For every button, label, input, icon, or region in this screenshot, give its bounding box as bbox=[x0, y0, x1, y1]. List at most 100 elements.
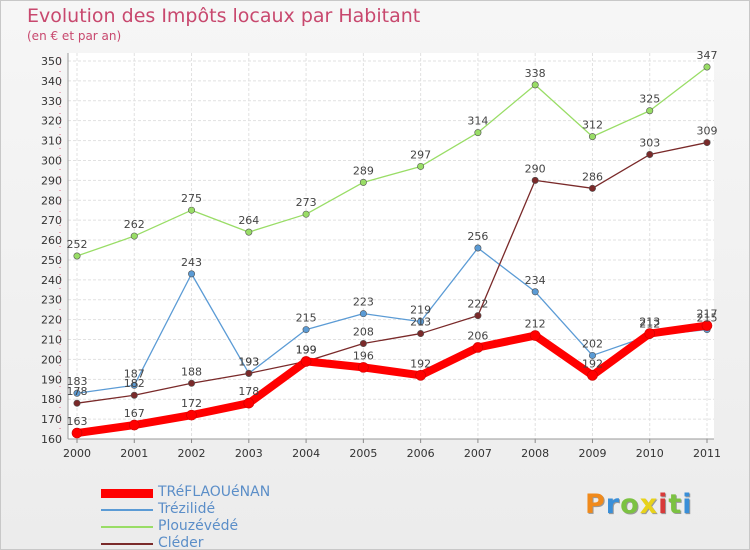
data-label: 217 bbox=[697, 308, 718, 321]
data-point bbox=[245, 228, 253, 236]
logo-letter: t bbox=[668, 489, 683, 520]
data-label: 192 bbox=[582, 357, 603, 370]
data-label: 178 bbox=[238, 385, 259, 398]
y-tick-label: 330 bbox=[41, 95, 62, 108]
data-point bbox=[703, 63, 711, 71]
data-point bbox=[73, 252, 81, 260]
data-point bbox=[417, 318, 425, 326]
y-tick-label: 250 bbox=[41, 254, 62, 267]
data-label: 215 bbox=[296, 312, 317, 325]
data-label: 222 bbox=[467, 298, 488, 311]
x-tick-label: 2011 bbox=[693, 447, 721, 460]
y-tick-label: 270 bbox=[41, 214, 62, 227]
data-point bbox=[130, 381, 138, 389]
data-label: 303 bbox=[639, 137, 660, 150]
data-label: 183 bbox=[67, 375, 88, 388]
data-label: 289 bbox=[353, 164, 374, 177]
data-point bbox=[73, 389, 81, 397]
x-tick-label: 2000 bbox=[63, 447, 91, 460]
logo-letter: o bbox=[620, 489, 640, 520]
data-label: 264 bbox=[238, 214, 259, 227]
x-tick-label: 2005 bbox=[349, 447, 377, 460]
x-tick-label: 2001 bbox=[120, 447, 148, 460]
x-tick-label: 2007 bbox=[464, 447, 492, 460]
data-point bbox=[188, 206, 196, 214]
data-point bbox=[130, 232, 138, 240]
data-point bbox=[588, 184, 596, 192]
proxiti-logo: Proxiti bbox=[585, 489, 693, 520]
y-tick-label: 170 bbox=[41, 413, 62, 426]
plot-area bbox=[68, 53, 714, 439]
chart-subtitle: (en € et par an) bbox=[27, 29, 122, 43]
data-label: 202 bbox=[582, 337, 603, 350]
y-tick-label: 260 bbox=[41, 234, 62, 247]
data-label: 188 bbox=[181, 365, 202, 378]
data-label: 314 bbox=[467, 115, 488, 128]
data-point bbox=[474, 244, 482, 252]
data-point bbox=[302, 326, 310, 334]
data-point bbox=[130, 391, 138, 399]
series-line bbox=[73, 321, 711, 438]
data-point bbox=[188, 379, 196, 387]
legend-swatch bbox=[101, 488, 153, 498]
data-label: 163 bbox=[67, 415, 88, 428]
data-label: 338 bbox=[525, 67, 546, 80]
data-label: 193 bbox=[238, 355, 259, 368]
data-point bbox=[588, 351, 596, 359]
data-label: 192 bbox=[410, 357, 431, 370]
data-label: 234 bbox=[525, 274, 546, 287]
data-label: 212 bbox=[639, 318, 660, 331]
data-point bbox=[359, 178, 367, 186]
data-point bbox=[531, 288, 539, 296]
data-label: 286 bbox=[582, 170, 603, 183]
data-point bbox=[646, 151, 654, 159]
data-point bbox=[243, 397, 255, 409]
legend-swatch bbox=[101, 543, 153, 545]
y-tick-label: 290 bbox=[41, 174, 62, 187]
x-tick-label: 2008 bbox=[521, 447, 549, 460]
data-point bbox=[531, 81, 539, 89]
y-tick-label: 350 bbox=[41, 55, 62, 68]
data-label: 243 bbox=[181, 256, 202, 269]
data-label: 290 bbox=[525, 162, 546, 175]
data-label: 297 bbox=[410, 148, 431, 161]
data-point bbox=[587, 370, 598, 381]
data-label: 172 bbox=[181, 397, 202, 410]
data-point bbox=[417, 162, 425, 170]
data-point bbox=[529, 330, 541, 341]
data-point bbox=[358, 362, 369, 373]
y-tick-label: 210 bbox=[41, 334, 62, 347]
y-tick-label: 220 bbox=[41, 314, 62, 327]
data-label: 199 bbox=[296, 343, 317, 356]
y-tick-label: 190 bbox=[41, 373, 62, 386]
data-label: 252 bbox=[67, 238, 88, 251]
logo-letter: i bbox=[658, 489, 669, 520]
data-point bbox=[359, 340, 367, 348]
data-label: 312 bbox=[582, 119, 603, 132]
data-point bbox=[73, 399, 81, 407]
data-label: 187 bbox=[124, 367, 145, 380]
data-label: 167 bbox=[124, 407, 145, 420]
data-label: 256 bbox=[467, 230, 488, 243]
x-tick-label: 2009 bbox=[578, 447, 606, 460]
data-point bbox=[646, 107, 654, 115]
legend-label: Plouzévédé bbox=[158, 518, 239, 534]
data-point bbox=[588, 133, 596, 141]
data-point bbox=[701, 320, 713, 331]
legend-label: Trézilidé bbox=[158, 501, 216, 517]
data-point bbox=[128, 419, 140, 431]
data-label: 193 bbox=[238, 355, 259, 368]
x-tick-label: 2004 bbox=[292, 447, 320, 460]
logo-letter: P bbox=[585, 489, 606, 520]
data-point bbox=[472, 342, 484, 353]
y-tick-label: 280 bbox=[41, 194, 62, 207]
legend-label: TRéFLAOUéNAN bbox=[158, 484, 271, 500]
legend-swatch bbox=[101, 526, 153, 528]
data-point bbox=[474, 129, 482, 137]
data-label: 196 bbox=[353, 349, 374, 362]
data-label: 347 bbox=[697, 49, 718, 62]
data-label: 212 bbox=[525, 318, 546, 331]
y-tick-label: 160 bbox=[41, 433, 62, 446]
data-point bbox=[644, 328, 656, 339]
